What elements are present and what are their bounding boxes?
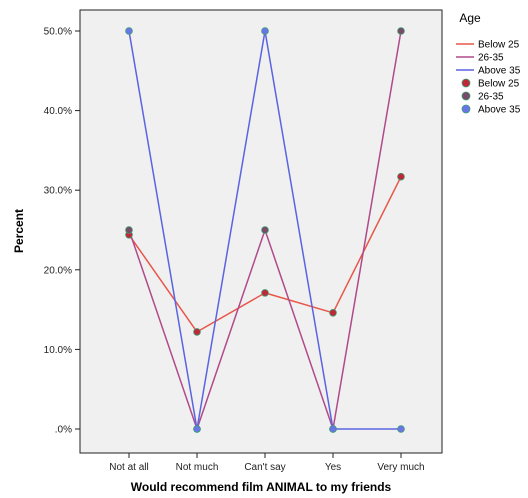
legend-marker-label: Below 25 [478,79,520,90]
x-tick-label: Not much [176,462,219,473]
data-point [397,425,405,433]
plot-area [79,9,443,454]
legend-line-label: 26-35 [478,53,504,64]
legend-marker-swatch [461,78,471,88]
y-tick-label: .0% [55,425,72,436]
legend-title: Age [459,11,481,25]
data-point [329,425,337,433]
series-points [125,27,405,433]
legend-marker-swatch [461,104,471,114]
y-tick-label: 20.0% [44,265,72,276]
x-axis-title: Would recommend film ANIMAL to my friend… [131,480,392,494]
data-point [125,27,133,35]
legend: Age Below 25 26-35 Above 35 Below 25 26-35 Ab… [456,11,521,116]
x-tick-label: Can't say [244,462,285,473]
legend-marker-label: 26-35 [478,92,504,103]
x-tick-label: Very much [377,462,424,473]
legend-line-label: Above 35 [478,66,521,77]
y-axis-title: Percent [12,209,26,253]
data-point [261,27,269,35]
y-tick-label: 10.0% [44,345,72,356]
y-tick-label: 40.0% [44,106,72,117]
data-point [125,226,133,234]
x-tick-label: Not at all [109,462,148,473]
data-point [261,226,269,234]
legend-line-label: Below 25 [478,40,520,51]
data-point [397,172,405,181]
legend-marker-label: Above 35 [478,105,521,116]
x-axis: Not at all Not much Can't say Yes Very much [109,453,425,473]
y-tick-label: 30.0% [44,186,72,197]
y-tick-label: 50.0% [44,27,72,38]
x-tick-label: Yes [325,462,341,473]
data-point [193,328,201,336]
legend-marker-swatch [461,91,471,101]
y-axis: .0% 10.0% 20.0% 30.0% 40.0% 50.0% [44,27,80,436]
data-point [329,308,337,317]
data-point [397,27,405,35]
data-point [261,289,269,297]
data-point [193,425,201,433]
